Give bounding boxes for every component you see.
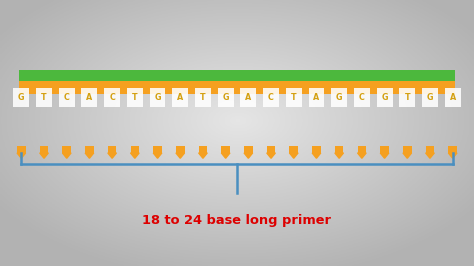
Bar [426,146,434,153]
Text: C: C [64,93,70,102]
Bar [19,70,455,81]
Polygon shape [335,153,344,158]
Text: C: C [359,93,365,102]
Polygon shape [108,153,117,158]
Bar [331,88,347,107]
Text: G: G [18,93,25,102]
Polygon shape [448,153,457,158]
Text: T: T [291,93,297,102]
Text: A: A [86,93,92,102]
Polygon shape [403,153,411,158]
Bar [354,88,370,107]
Polygon shape [17,153,26,158]
Bar [399,88,415,107]
Bar [335,146,344,153]
Bar [403,146,411,153]
Bar [218,88,234,107]
Bar [290,146,298,153]
Polygon shape [153,153,162,158]
Bar [82,88,97,107]
Bar [422,88,438,107]
Bar [36,88,52,107]
Text: A: A [449,93,456,102]
Polygon shape [290,153,298,158]
Text: G: G [336,93,342,102]
Text: G: G [222,93,229,102]
Bar [286,88,301,107]
Bar [63,146,71,153]
Text: T: T [132,93,137,102]
Bar [17,146,26,153]
Bar [445,88,461,107]
Bar [263,88,279,107]
Text: G: G [427,93,433,102]
Polygon shape [380,153,389,158]
Bar [176,146,184,153]
Text: G: G [381,93,388,102]
Bar [127,88,143,107]
Text: C: C [109,93,115,102]
Text: C: C [268,93,274,102]
Polygon shape [40,153,48,158]
Bar [104,88,120,107]
Bar [40,146,48,153]
Text: T: T [200,93,206,102]
Polygon shape [267,153,275,158]
Bar [244,146,253,153]
Bar [221,146,230,153]
Polygon shape [426,153,434,158]
Bar [13,88,29,107]
Bar [130,146,139,153]
Bar [172,88,188,107]
Polygon shape [63,153,71,158]
Bar [150,88,165,107]
Polygon shape [176,153,184,158]
Text: T: T [41,93,47,102]
Bar [380,146,389,153]
Bar [448,146,457,153]
Bar [108,146,117,153]
Polygon shape [221,153,230,158]
Text: A: A [177,93,183,102]
Bar [312,146,321,153]
Bar [267,146,275,153]
Bar [153,146,162,153]
Polygon shape [199,153,207,158]
Polygon shape [244,153,253,158]
Bar [240,88,256,107]
Bar [309,88,324,107]
Bar [357,146,366,153]
Polygon shape [312,153,321,158]
Bar [199,146,207,153]
Text: G: G [155,93,161,102]
Bar [195,88,211,107]
Bar [85,146,94,153]
Text: 18 to 24 base long primer: 18 to 24 base long primer [143,214,331,227]
Polygon shape [85,153,94,158]
Bar [59,88,75,107]
Polygon shape [357,153,366,158]
Text: T: T [404,93,410,102]
Polygon shape [130,153,139,158]
Bar [377,88,392,107]
Bar [19,81,455,94]
Text: A: A [313,93,319,102]
Text: A: A [245,93,252,102]
